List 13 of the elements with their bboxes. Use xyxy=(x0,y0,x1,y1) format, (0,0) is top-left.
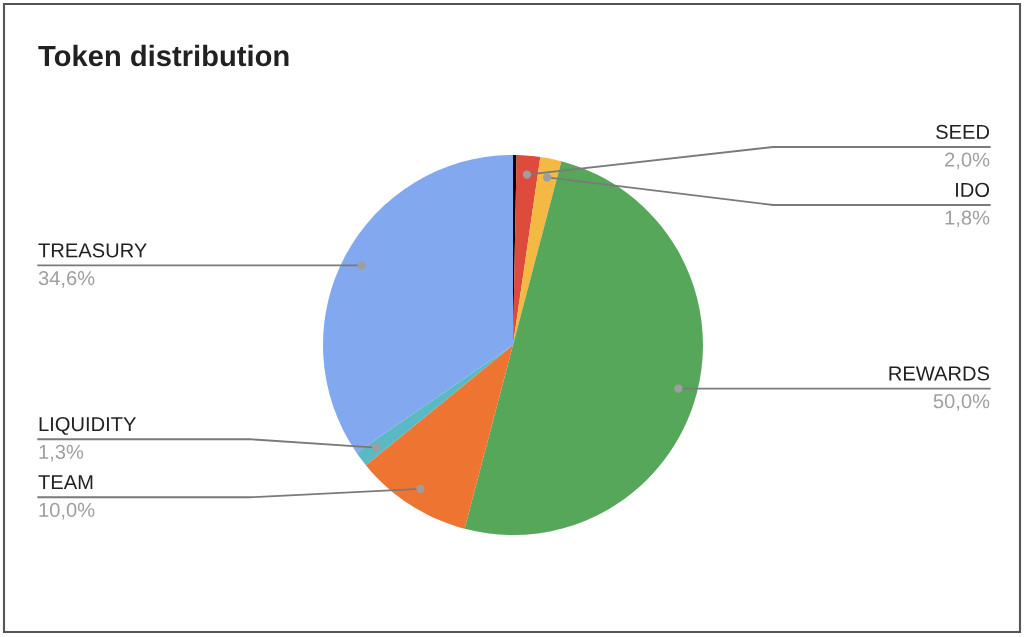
data-label: 2,0% xyxy=(945,152,990,170)
data-label: 1,8% xyxy=(945,210,990,228)
slice-label: SEED xyxy=(936,124,990,140)
slice-label: TEAM xyxy=(38,475,93,490)
slice-label: REWARDS xyxy=(889,366,990,381)
slice-label: TREASURY xyxy=(38,243,147,258)
data-label: 34,6% xyxy=(38,270,95,288)
slice-label: LIQUIDITY xyxy=(39,417,137,435)
data-label: 10,0% xyxy=(39,502,95,520)
chart-title: Token distribution xyxy=(38,44,289,67)
data-label: 1,3% xyxy=(39,444,84,462)
slice-label: IDO xyxy=(956,182,990,198)
data-label: 50,0% xyxy=(933,394,990,411)
